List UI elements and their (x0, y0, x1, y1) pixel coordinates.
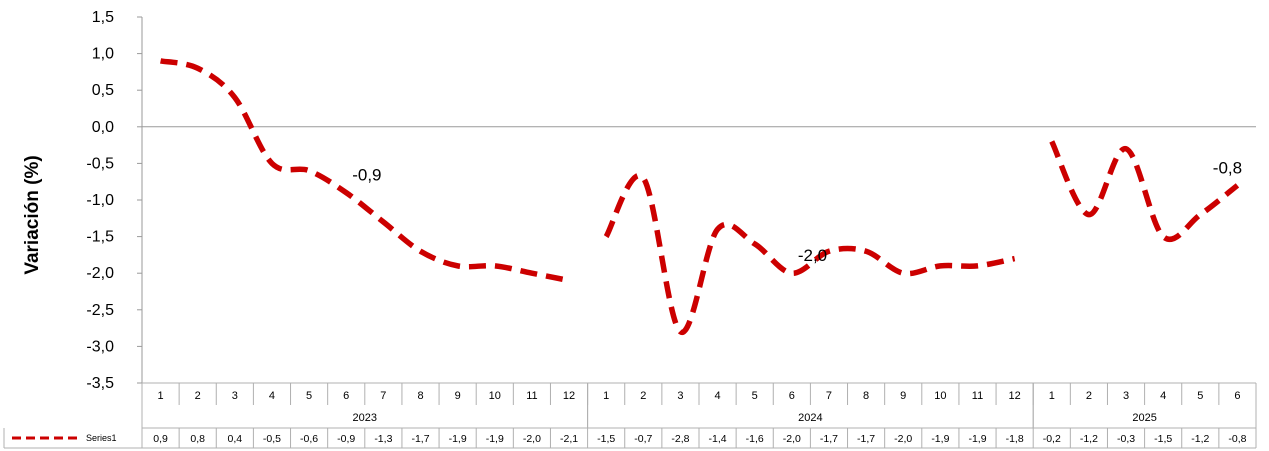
table-value: -1,2 (1080, 433, 1098, 445)
table-value: -0,3 (1117, 433, 1135, 445)
y-tick-label: -1,0 (86, 192, 114, 209)
series-line-2025 (1049, 140, 1240, 242)
table-value: -1,3 (374, 433, 392, 445)
table-value: -2,0 (894, 433, 912, 445)
table-value: 0,4 (228, 433, 243, 445)
y-tick-label: 1,5 (92, 9, 114, 26)
y-tick-label: -2,0 (86, 265, 114, 282)
month-label: 8 (863, 390, 869, 402)
month-label: 4 (1160, 390, 1166, 402)
table-value: -2,1 (560, 433, 578, 445)
y-axis-label: Variación (%) (22, 155, 43, 274)
table-value: -1,9 (931, 433, 949, 445)
table-value: -0,9 (337, 433, 355, 445)
year-label: 2023 (353, 412, 377, 424)
table-value: -1,9 (449, 433, 467, 445)
month-label: 9 (900, 390, 906, 402)
series-line-2023 (160, 58, 570, 284)
month-label: 2 (1086, 390, 1092, 402)
month-label: 3 (1123, 390, 1129, 402)
month-label: 1 (158, 390, 164, 402)
month-label: 5 (1197, 390, 1203, 402)
month-label: 12 (563, 390, 575, 402)
table-value: -1,2 (1191, 433, 1209, 445)
month-label: 4 (715, 390, 721, 402)
month-label: 5 (752, 390, 758, 402)
data-label: -0,9 (352, 166, 381, 185)
month-label: 1 (1049, 390, 1055, 402)
table-value: -1,5 (1154, 433, 1172, 445)
month-label: 9 (455, 390, 461, 402)
year-label: 2025 (1132, 412, 1156, 424)
month-label: 6 (343, 390, 349, 402)
table-value: -1,5 (597, 433, 615, 445)
data-label: -2,0 (798, 246, 827, 265)
month-label: 5 (306, 390, 312, 402)
y-tick-label: 1,0 (92, 46, 114, 63)
year-label: 2024 (798, 412, 822, 424)
table-value: -0,7 (634, 433, 652, 445)
month-label: 7 (826, 390, 832, 402)
table-value: -1,7 (857, 433, 875, 445)
table-value: -0,6 (300, 433, 318, 445)
month-label: 2 (195, 390, 201, 402)
table-value: -1,6 (746, 433, 764, 445)
data-labels: -0,9 -2,0 -0,8 (352, 158, 1242, 265)
table-value: -2,0 (523, 433, 541, 445)
table-value: -1,9 (968, 433, 986, 445)
month-label: 3 (677, 390, 683, 402)
table-value: -1,4 (709, 433, 727, 445)
month-label: 4 (269, 390, 275, 402)
month-label: 10 (489, 390, 501, 402)
series-line-2024 (603, 172, 1016, 335)
month-label: 8 (417, 390, 423, 402)
series-lines (160, 58, 1240, 335)
month-label: 7 (380, 390, 386, 402)
month-label: 1 (603, 390, 609, 402)
month-label: 11 (526, 390, 537, 402)
y-axis: 1,5 1,0 0,5 0,0 -0,5 -1,0 -1,5 -2,0 -2,5 -3,0 -3,5 (86, 9, 143, 392)
y-tick-label: -3,0 (86, 338, 114, 355)
table-value: -2,8 (671, 433, 689, 445)
month-label: 11 (972, 390, 983, 402)
table-value: -1,7 (411, 433, 429, 445)
table-value: 0,9 (153, 433, 168, 445)
y-tick-label: -3,5 (86, 375, 114, 392)
month-label: 2 (640, 390, 646, 402)
y-tick-label: -1,5 (86, 229, 114, 246)
table-value: 0,8 (190, 433, 205, 445)
month-label: 6 (1234, 390, 1240, 402)
data-table: 1 2 3 4 5 6 7 8 9 10 11 12 1 2 3 4 5 6 7 8 9 10 11 12 1 2 3 4 5 62023… (3, 382, 1257, 449)
data-label: -0,8 (1213, 158, 1242, 177)
y-tick-label: -2,5 (86, 302, 114, 319)
month-label: 6 (789, 390, 795, 402)
table-value: -1,9 (486, 433, 504, 445)
table-value: -1,7 (820, 433, 838, 445)
month-label: 10 (934, 390, 946, 402)
table-value: -0,8 (1228, 433, 1246, 445)
table-value: -0,5 (263, 433, 281, 445)
table-value: -2,0 (783, 433, 801, 445)
legend-label: Series1 (86, 433, 117, 443)
table-value: -0,2 (1043, 433, 1061, 445)
y-tick-label: 0,5 (92, 82, 114, 99)
y-tick-label: -0,5 (86, 155, 114, 172)
table-value: -1,8 (1006, 433, 1024, 445)
month-label: 12 (1009, 390, 1021, 402)
y-tick-label: 0,0 (92, 119, 114, 136)
month-label: 3 (232, 390, 238, 402)
